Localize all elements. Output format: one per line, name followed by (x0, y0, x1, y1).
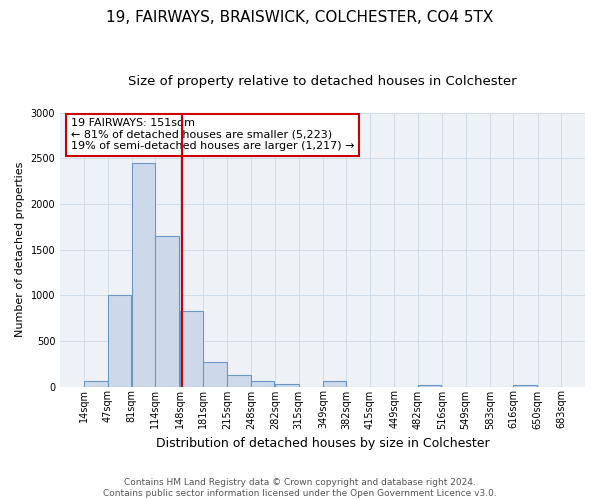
Text: Contains HM Land Registry data © Crown copyright and database right 2024.
Contai: Contains HM Land Registry data © Crown c… (103, 478, 497, 498)
Text: 19 FAIRWAYS: 151sqm
← 81% of detached houses are smaller (5,223)
19% of semi-det: 19 FAIRWAYS: 151sqm ← 81% of detached ho… (71, 118, 354, 152)
Bar (132, 163, 155, 386)
Text: 19, FAIRWAYS, BRAISWICK, COLCHESTER, CO4 5TX: 19, FAIRWAYS, BRAISWICK, COLCHESTER, CO4… (106, 10, 494, 25)
X-axis label: Distribution of detached houses by size in Colchester: Distribution of detached houses by size … (156, 437, 490, 450)
Y-axis label: Number of detached properties: Number of detached properties (15, 162, 25, 338)
Bar (418, 384, 442, 386)
Bar (275, 384, 299, 386)
Bar (251, 382, 274, 386)
Bar (227, 374, 251, 386)
Bar (514, 384, 537, 386)
Bar (84, 382, 107, 386)
Bar (203, 362, 227, 386)
Bar (155, 236, 179, 386)
Bar (179, 311, 203, 386)
Title: Size of property relative to detached houses in Colchester: Size of property relative to detached ho… (128, 75, 517, 88)
Bar (107, 296, 131, 386)
Bar (323, 382, 346, 386)
